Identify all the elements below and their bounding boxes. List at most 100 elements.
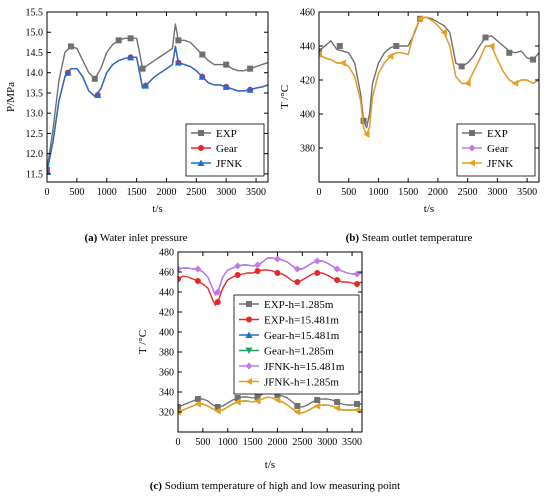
series-2-4-point <box>273 255 281 263</box>
legend-swatch-marker <box>468 159 475 167</box>
x-tick-label: 2500 <box>292 437 312 448</box>
series-2-1-point <box>274 270 281 276</box>
y-axis-label: T /°C <box>279 85 291 109</box>
series-2-0-point <box>194 396 201 402</box>
legend-swatch-marker <box>246 301 252 307</box>
series-2-4-point <box>194 265 202 273</box>
x-tick-label: 3500 <box>246 187 266 198</box>
series-0-0-point <box>247 65 254 72</box>
series-2-0-point <box>214 404 221 410</box>
x-axis-label: t/s <box>152 203 162 215</box>
legend-label: EXP <box>216 128 237 140</box>
y-tick-label: 12.0 <box>26 149 44 160</box>
chart-2: 0 500 1000 1500 2000 2500 3000 3500 320 340 360 380… <box>137 248 363 471</box>
legend-label: EXP <box>487 128 508 140</box>
y-tick-label: 15.0 <box>26 28 44 39</box>
caption-a: (a) Water inlet pressure <box>84 232 187 244</box>
legend-swatch-marker <box>198 130 204 136</box>
series-1-2-point <box>511 79 519 87</box>
series-0-0-point <box>127 35 134 42</box>
series-2-4-point <box>214 288 222 296</box>
series-2-4-point <box>178 265 182 273</box>
x-tick-label: 3000 <box>487 187 507 198</box>
series-2-5-point <box>214 407 221 415</box>
y-tick-label: 380 <box>159 348 174 359</box>
x-tick-label: 2000 <box>267 437 287 448</box>
y-tick-label: 400 <box>300 110 315 121</box>
series-2-0-point <box>274 392 281 398</box>
legend-label: JFNK-h=1.285m <box>264 377 339 389</box>
series-0-2-point <box>222 83 230 90</box>
series-1-0-point <box>336 43 343 49</box>
series-2-4-point <box>313 257 321 265</box>
legend-swatch-marker <box>197 159 205 166</box>
legend-swatch-marker <box>198 145 204 151</box>
caption-b: (b) Steam outlet temperature <box>346 232 473 244</box>
y-axis-label: T /°C <box>137 330 149 354</box>
x-tick-label: 3500 <box>342 437 362 448</box>
chart-2-legend: EXP-h=1.285m EXP-h=15.481m Gear-h=15.481m G… <box>233 294 360 395</box>
legend-label: Gear-h=1.285m <box>264 346 334 358</box>
series-0-0-point <box>175 37 182 44</box>
legend-swatch-marker <box>245 362 253 370</box>
series-0-0-point <box>91 75 98 82</box>
y-tick-label: 440 <box>159 288 174 299</box>
x-tick-label: 500 <box>195 437 210 448</box>
series-1-0-point <box>458 63 465 70</box>
series-2-1-point <box>178 276 181 282</box>
x-tick-label: 3000 <box>317 437 337 448</box>
series-2-4-point <box>234 262 242 270</box>
chart-1: 0 500 1000 1500 2000 2500 3000 3500 380 400 420 440… <box>279 8 540 215</box>
x-tick-label: 2000 <box>428 187 448 198</box>
chart-0: 0 500 1000 1500 2000 2500 3000 3500 11.5 12.0 12.5… <box>5 8 269 215</box>
series-2-5-point <box>293 408 301 416</box>
chart-0-frame <box>46 11 269 183</box>
y-tick-label: 420 <box>300 76 315 87</box>
y-tick-label: 320 <box>159 408 174 419</box>
y-tick-label: 460 <box>159 268 174 279</box>
x-tick-label: 3500 <box>517 187 537 198</box>
x-tick-label: 1000 <box>97 187 117 198</box>
y-tick-label: 400 <box>159 328 174 339</box>
series-2-5-point <box>194 400 201 408</box>
series-0-2-point <box>94 91 102 98</box>
series-2-1-point <box>194 278 201 284</box>
series-1-0-point <box>393 43 400 49</box>
series-2-4-point <box>293 265 301 273</box>
legend-label: JFNK <box>216 158 242 170</box>
x-tick-label: 500 <box>69 187 84 198</box>
legend-label: Gear-h=15.481m <box>264 330 340 342</box>
series-0-0-point <box>115 37 122 44</box>
y-tick-label: 340 <box>159 388 174 399</box>
x-tick-label: 1500 <box>398 187 418 198</box>
series-2-1-point <box>254 268 261 274</box>
x-tick-label: 500 <box>341 187 356 198</box>
series-2-4-point <box>333 265 341 273</box>
series-1-0-point <box>530 56 537 63</box>
series-1-2-point <box>339 59 346 67</box>
x-tick-label: 2500 <box>186 187 206 198</box>
legend-swatch-marker <box>245 378 252 385</box>
x-tick-label: 1000 <box>368 187 388 198</box>
series-2-0-point <box>254 394 261 400</box>
series-2-5-point <box>234 398 241 406</box>
y-tick-label: 11.5 <box>26 169 43 180</box>
chart-1-legend: EXP Gear JFNK <box>456 123 536 177</box>
series-2-1-point <box>354 281 361 287</box>
series-2-4-line <box>178 257 362 296</box>
series-2-0-point <box>178 404 181 410</box>
series-2-0-point <box>354 401 361 407</box>
series-0-0-point <box>67 43 74 50</box>
legend-label: JFNK-h=15.481m <box>264 361 345 373</box>
chart-1-frame <box>318 11 540 183</box>
series-1-2-point <box>464 79 471 87</box>
legend-box <box>233 294 360 395</box>
x-axis-label: t/s <box>424 203 434 215</box>
chart-2-series <box>178 255 362 416</box>
legend-label: Gear <box>216 143 238 155</box>
series-2-4-point <box>254 261 262 269</box>
y-tick-label: 15.5 <box>26 8 44 19</box>
legend-label: EXP-h=1.285m <box>264 299 334 311</box>
x-tick-label: 1500 <box>127 187 147 198</box>
